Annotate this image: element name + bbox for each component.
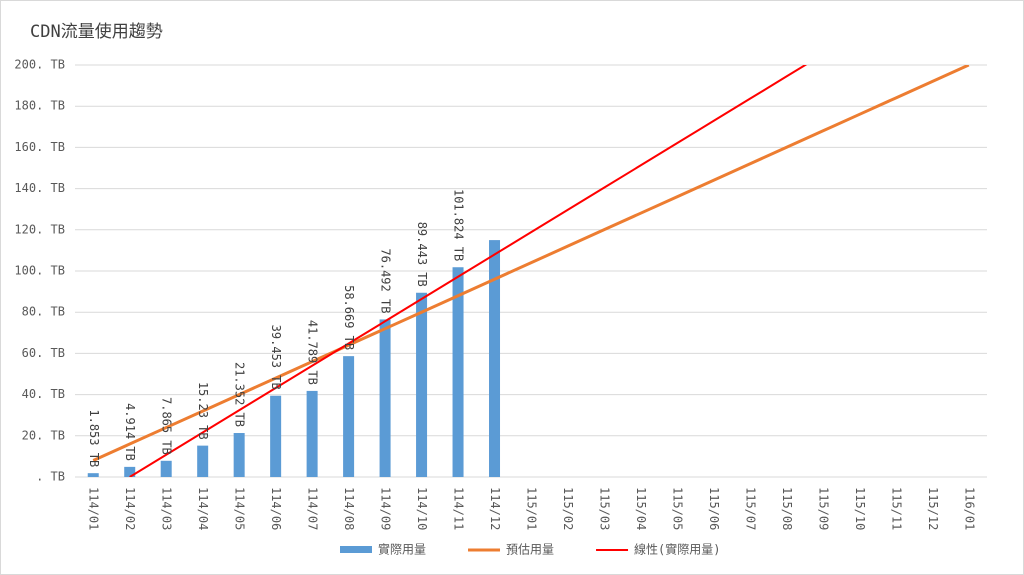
legend-label: 線性(實際用量) bbox=[634, 542, 720, 557]
bar bbox=[452, 267, 464, 477]
legend-label: 實際用量 bbox=[378, 542, 426, 557]
plot-area bbox=[87, 65, 970, 477]
line-series bbox=[129, 65, 808, 477]
y-tick-label: 120. TB bbox=[14, 222, 65, 236]
x-tick-label: 115/09 bbox=[816, 487, 830, 530]
data-label: 1.853 TB bbox=[87, 409, 101, 467]
x-tick-label: 115/04 bbox=[634, 487, 648, 530]
line-series bbox=[92, 65, 970, 462]
bar bbox=[197, 445, 209, 477]
y-tick-label: 80. TB bbox=[22, 305, 65, 319]
chart-title: CDN流量使用趨勢 bbox=[30, 21, 163, 42]
y-tick-label: 20. TB bbox=[22, 428, 65, 442]
bar bbox=[379, 319, 391, 477]
bar bbox=[489, 240, 501, 477]
bar bbox=[160, 460, 172, 477]
x-tick-label: 114/09 bbox=[379, 487, 393, 530]
x-tick-label: 114/01 bbox=[87, 487, 101, 530]
x-tick-label: 114/06 bbox=[269, 487, 283, 530]
y-tick-label: 100. TB bbox=[14, 264, 65, 278]
bar bbox=[270, 395, 282, 477]
y-tick-label: 160. TB bbox=[14, 140, 65, 154]
y-tick-label: 60. TB bbox=[22, 346, 65, 360]
data-label: 101.824 TB bbox=[452, 189, 466, 261]
x-tick-label: 115/07 bbox=[743, 487, 757, 530]
x-tick-label: 115/08 bbox=[780, 487, 794, 530]
bar bbox=[124, 466, 136, 477]
x-tick-label: 114/08 bbox=[342, 487, 356, 530]
x-tick-label: 114/11 bbox=[452, 487, 466, 530]
data-label: 76.492 TB bbox=[379, 248, 393, 313]
data-label: 21.352 TB bbox=[233, 362, 247, 427]
x-tick-label: 115/05 bbox=[670, 487, 684, 530]
legend-label: 預估用量 bbox=[506, 543, 554, 557]
x-tick-label: 115/01 bbox=[525, 487, 539, 530]
data-label: 41.789 TB bbox=[306, 320, 320, 385]
bar bbox=[233, 433, 245, 477]
y-tick-label: . TB bbox=[36, 470, 65, 484]
data-label: 89.443 TB bbox=[415, 222, 429, 287]
x-tick-label: 114/03 bbox=[160, 487, 174, 530]
x-tick-label: 114/02 bbox=[123, 487, 137, 530]
x-tick-label: 114/05 bbox=[233, 487, 247, 530]
data-label: 7.865 TB bbox=[160, 397, 174, 455]
x-tick-label: 114/12 bbox=[488, 487, 502, 530]
bar bbox=[343, 356, 355, 477]
x-tick-label: 115/12 bbox=[926, 487, 940, 530]
x-tick-label: 115/02 bbox=[561, 487, 575, 530]
data-label: 15.23 TB bbox=[196, 382, 210, 440]
bar bbox=[87, 473, 99, 477]
x-tick-label: 115/06 bbox=[707, 487, 721, 530]
x-tick-label: 115/03 bbox=[597, 487, 611, 530]
y-tick-label: 40. TB bbox=[22, 387, 65, 401]
legend-swatch bbox=[340, 546, 372, 553]
y-tick-label: 140. TB bbox=[14, 181, 65, 195]
x-tick-label: 114/10 bbox=[415, 487, 429, 530]
y-tick-label: 200. TB bbox=[14, 58, 65, 72]
x-tick-label: 114/04 bbox=[196, 487, 210, 530]
x-tick-label: 114/07 bbox=[306, 487, 320, 530]
x-tick-label: 115/11 bbox=[889, 487, 903, 530]
data-label: 39.453 TB bbox=[269, 325, 283, 390]
bar bbox=[416, 292, 428, 477]
data-label: 58.669 TB bbox=[342, 285, 356, 350]
bar bbox=[306, 390, 318, 477]
x-tick-label: 116/01 bbox=[962, 487, 976, 530]
y-tick-label: 180. TB bbox=[14, 99, 65, 113]
data-label: 4.914 TB bbox=[123, 403, 137, 461]
x-tick-label: 115/10 bbox=[853, 487, 867, 530]
